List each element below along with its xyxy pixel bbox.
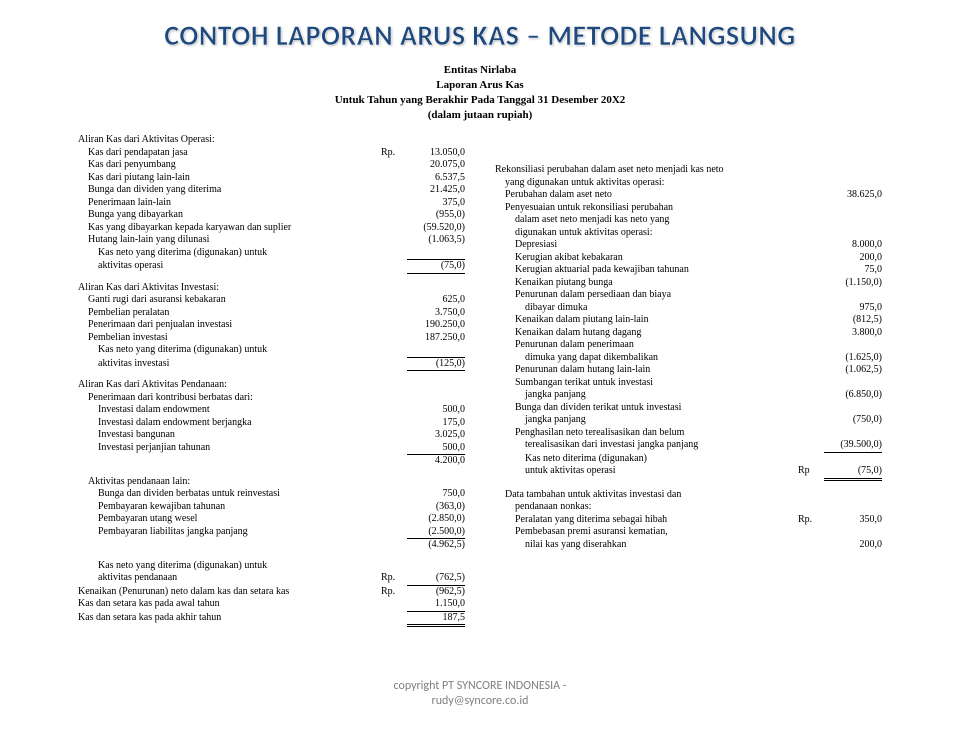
left-column: Aliran Kas dari Aktivitas Operasi: Kas d… — [78, 134, 465, 627]
section-title: pendanaan nonkas: — [495, 501, 882, 514]
line-item: Perubahan dalam aset neto38.625,0 — [495, 189, 882, 202]
subsection: digunakan untuk aktivitas operasi: — [495, 227, 882, 240]
line-item: Penerimaan dari penjualan investasi190.2… — [78, 319, 465, 332]
net-line: Kas neto yang diterima (digunakan) untuk — [78, 344, 465, 357]
header-line: Laporan Arus Kas — [0, 78, 960, 93]
line-item: Bunga dan dividen berbatas untuk reinves… — [78, 488, 465, 501]
line-item: dimuka yang dapat dikembalikan(1.625,0) — [495, 352, 882, 365]
line-item: Kas dan setara kas pada awal tahun1.150,… — [78, 598, 465, 611]
line-item: Pembelian peralatan3.750,0 — [78, 307, 465, 320]
line-item: Sumbangan terikat untuk investasi — [495, 377, 882, 390]
header-line: Entitas Nirlaba — [0, 63, 960, 78]
net-line: Kas neto diterima (digunakan) — [495, 453, 882, 466]
line-item: Hutang lain-lain yang dilunasi(1.063,5) — [78, 234, 465, 247]
line-item: Kas yang dibayarkan kepada karyawan dan … — [78, 222, 465, 235]
doc-header: Entitas Nirlaba Laporan Arus Kas Untuk T… — [0, 63, 960, 122]
subtotal: 4.200,0 — [78, 454, 465, 468]
section-title: Aliran Kas dari Aktivitas Operasi: — [78, 134, 465, 147]
line-item: nilai kas yang diserahkan200,0 — [495, 539, 882, 552]
line-item: Pembelian investasi187.250,0 — [78, 332, 465, 345]
line-item: Investasi dalam endowment500,0 — [78, 404, 465, 417]
line-item: Kenaikan (Penurunan) neto dalam kas dan … — [78, 586, 465, 599]
line-item: Kas dari pendapatan jasaRp.13.050,0 — [78, 147, 465, 160]
subtotal: (4.962,5) — [78, 538, 465, 552]
line-item: jangka panjang(6.850,0) — [495, 389, 882, 402]
subsection: dalam aset neto menjadi kas neto yang — [495, 214, 882, 227]
line-item: Bunga yang dibayarkan(955,0) — [78, 209, 465, 222]
line-item: dibayar dimuka975,0 — [495, 302, 882, 315]
line-item: Penurunan dalam hutang lain-lain(1.062,5… — [495, 364, 882, 377]
line-item: Kenaikan piutang bunga(1.150,0) — [495, 277, 882, 290]
line-item: terealisasikan dari investasi jangka pan… — [495, 439, 882, 453]
line-item: Kas dari penyumbang20.075,0 — [78, 159, 465, 172]
section-title: Rekonsiliasi perubahan dalam aset neto m… — [495, 164, 882, 177]
line-item: Penurunan dalam persediaan dan biaya — [495, 289, 882, 302]
line-item: jangka panjang(750,0) — [495, 414, 882, 427]
subsection: Penyesuaian untuk rekonsiliasi perubahan — [495, 202, 882, 215]
line-item: Kas dari piutang lain-lain6.537,5 — [78, 172, 465, 185]
line-item: Penurunan dalam penerimaan — [495, 339, 882, 352]
header-line: (dalam jutaan rupiah) — [0, 108, 960, 123]
line-item: Investasi dalam endowment berjangka175,0 — [78, 417, 465, 430]
footer-line: copyright PT SYNCORE INDONESIA - — [0, 679, 960, 693]
header-line: Untuk Tahun yang Berakhir Pada Tanggal 3… — [0, 93, 960, 108]
net-line: untuk aktivitas operasiRp(75,0) — [495, 465, 882, 481]
line-item: Penerimaan lain-lain375,0 — [78, 197, 465, 210]
line-item: Kerugian akibat kebakaran200,0 — [495, 252, 882, 265]
section-title: Data tambahan untuk aktivitas investasi … — [495, 489, 882, 502]
section-title: Aliran Kas dari Aktivitas Investasi: — [78, 282, 465, 295]
line-item: Investasi bangunan3.025,0 — [78, 429, 465, 442]
net-line: aktivitas investasi(125,0) — [78, 357, 465, 372]
net-line: aktivitas pendanaanRp.(762,5) — [78, 572, 465, 586]
right-column: Rekonsiliasi perubahan dalam aset neto m… — [495, 134, 882, 627]
line-item: Pembebasan premi asuransi kematian, — [495, 526, 882, 539]
line-item: Peralatan yang diterima sebagai hibahRp.… — [495, 514, 882, 527]
line-item: Bunga dan dividen yang diterima21.425,0 — [78, 184, 465, 197]
line-item: Depresiasi8.000,0 — [495, 239, 882, 252]
line-item: Ganti rugi dari asuransi kebakaran625,0 — [78, 294, 465, 307]
subsection: Penerimaan dari kontribusi berbatas dari… — [78, 392, 465, 405]
line-item: Penghasilan neto terealisasikan dan belu… — [495, 427, 882, 440]
section-title: yang digunakan untuk aktivitas operasi: — [495, 177, 882, 190]
page-title: CONTOH LAPORAN ARUS KAS – METODE LANGSUN… — [0, 18, 960, 53]
line-item: Bunga dan dividen terikat untuk investas… — [495, 402, 882, 415]
footer: copyright PT SYNCORE INDONESIA - rudy@sy… — [0, 679, 960, 708]
net-line: Kas neto yang diterima (digunakan) untuk — [78, 560, 465, 573]
net-line: Kas neto yang diterima (digunakan) untuk — [78, 247, 465, 260]
line-item: Kenaikan dalam piutang lain-lain(812,5) — [495, 314, 882, 327]
line-item: Kerugian aktuarial pada kewajiban tahuna… — [495, 264, 882, 277]
line-item: Kenaikan dalam hutang dagang3.800,0 — [495, 327, 882, 340]
net-line: aktivitas operasi(75,0) — [78, 259, 465, 274]
subsection: Aktivitas pendanaan lain: — [78, 476, 465, 489]
section-title: Aliran Kas dari Aktivitas Pendanaan: — [78, 379, 465, 392]
line-item: Pembayaran kewajiban tahunan(363,0) — [78, 501, 465, 514]
line-item: Pembayaran utang wesel(2.850,0) — [78, 513, 465, 526]
footer-line: rudy@syncore.co.id — [0, 694, 960, 708]
line-item: Kas dan setara kas pada akhir tahun187,5 — [78, 611, 465, 628]
line-item: Investasi perjanjian tahunan500,0 — [78, 442, 465, 455]
line-item: Pembayaran liabilitas jangka panjang(2.5… — [78, 526, 465, 539]
